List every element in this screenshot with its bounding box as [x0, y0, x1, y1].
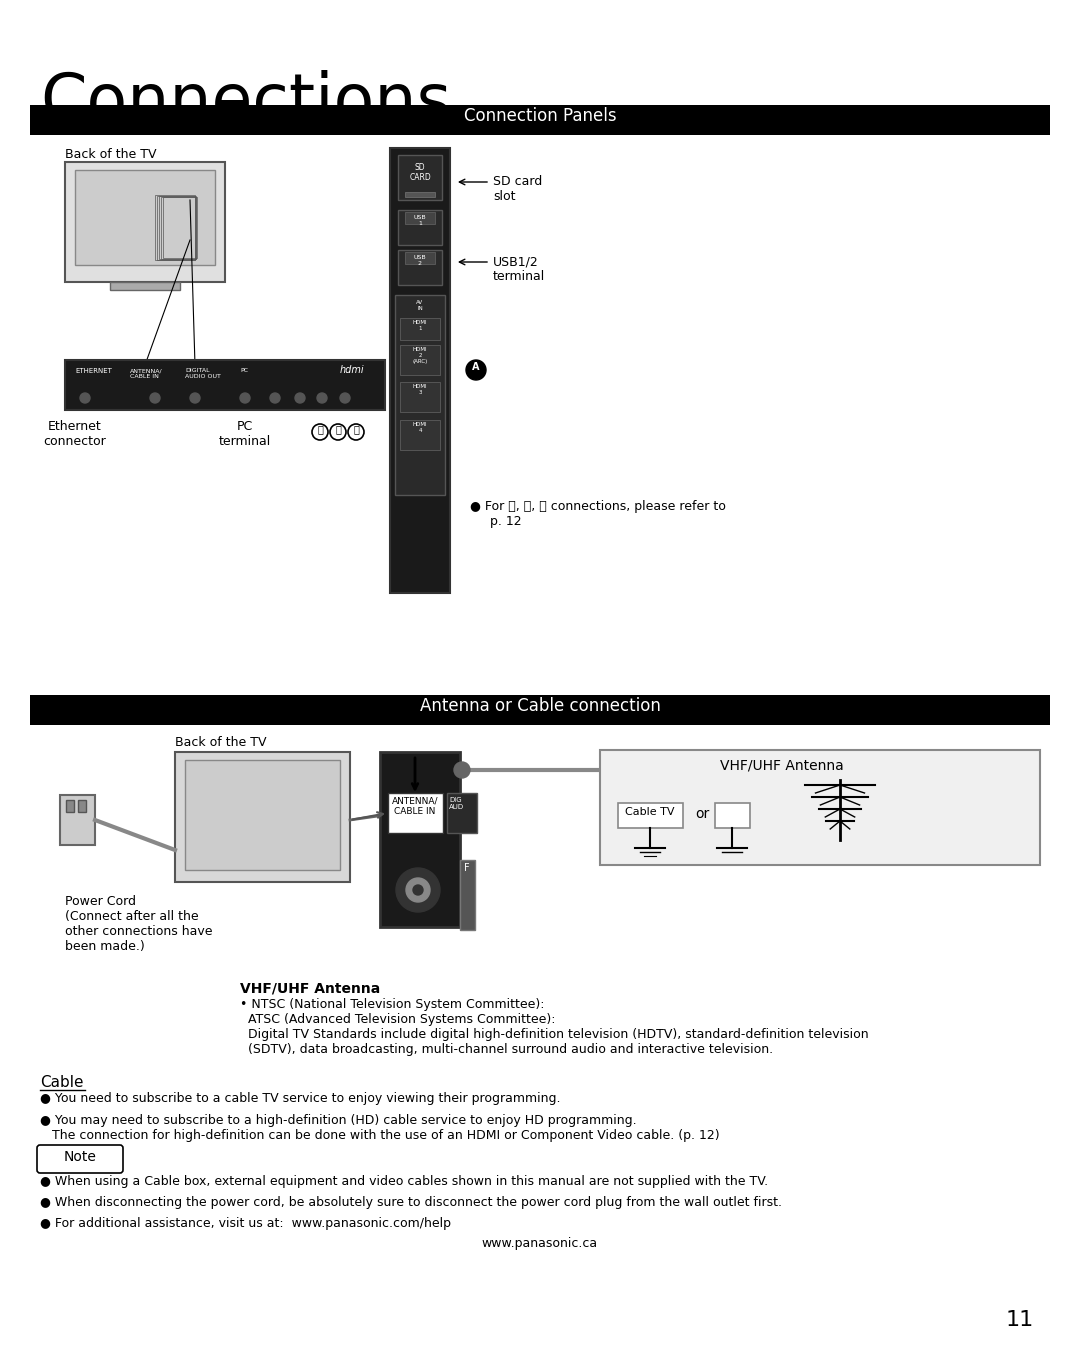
Text: hdmi: hdmi — [340, 364, 365, 375]
Text: ● You may need to subscribe to a high-definition (HD) cable service to enjoy HD : ● You may need to subscribe to a high-de… — [40, 1114, 719, 1143]
Bar — [400, 382, 440, 412]
Text: Ⓐ: Ⓐ — [318, 425, 323, 434]
Text: USB
1: USB 1 — [414, 216, 427, 225]
Text: Back of the TV: Back of the TV — [175, 736, 267, 749]
Bar — [30, 105, 1050, 135]
Bar — [380, 752, 460, 927]
Text: ANTENNA/
CABLE IN: ANTENNA/ CABLE IN — [130, 369, 163, 379]
Text: USB
2: USB 2 — [414, 255, 427, 266]
Bar — [30, 695, 1050, 725]
Bar — [60, 794, 95, 845]
Bar — [390, 147, 450, 592]
Text: VHF/UHF Antenna: VHF/UHF Antenna — [720, 758, 843, 773]
Text: PC
terminal: PC terminal — [219, 420, 271, 448]
Bar — [400, 345, 440, 375]
Bar — [185, 760, 340, 870]
Text: Cable TV: Cable TV — [625, 807, 675, 818]
Text: PC: PC — [240, 369, 248, 373]
Circle shape — [454, 762, 470, 778]
Bar — [159, 197, 195, 259]
Bar — [405, 212, 435, 224]
Bar — [618, 803, 683, 829]
Bar — [715, 803, 750, 829]
Text: ● For Ⓐ, Ⓑ, Ⓒ connections, please refer to
     p. 12: ● For Ⓐ, Ⓑ, Ⓒ connections, please refer … — [470, 500, 726, 528]
Text: ● For additional assistance, visit us at:  www.panasonic.com/help: ● For additional assistance, visit us at… — [40, 1218, 451, 1230]
Bar — [161, 197, 197, 259]
Circle shape — [318, 393, 327, 403]
Text: Cable: Cable — [40, 1076, 83, 1091]
Circle shape — [406, 878, 430, 902]
Circle shape — [150, 393, 160, 403]
Text: F: F — [464, 863, 470, 874]
Text: USB1/2
terminal: USB1/2 terminal — [492, 255, 545, 283]
Text: DIGITAL
AUDIO OUT: DIGITAL AUDIO OUT — [185, 369, 221, 379]
Text: HDMI
3: HDMI 3 — [413, 384, 428, 394]
Text: ● When using a Cable box, external equipment and video cables shown in this manu: ● When using a Cable box, external equip… — [40, 1175, 768, 1188]
Text: DIG
AUD: DIG AUD — [449, 797, 464, 809]
Circle shape — [465, 360, 486, 379]
Bar — [110, 283, 180, 289]
Bar — [447, 793, 477, 833]
Text: VHF/UHF Antenna: VHF/UHF Antenna — [240, 981, 380, 996]
Bar — [65, 162, 225, 283]
Circle shape — [396, 868, 440, 912]
Text: Back of the TV: Back of the TV — [65, 147, 157, 161]
Text: SD
CARD: SD CARD — [409, 162, 431, 183]
Bar — [163, 198, 197, 258]
Text: Power Cord
(Connect after all the
other connections have
been made.): Power Cord (Connect after all the other … — [65, 895, 213, 953]
Text: ● You need to subscribe to a cable TV service to enjoy viewing their programming: ● You need to subscribe to a cable TV se… — [40, 1092, 561, 1106]
Text: ● When disconnecting the power cord, be absolutely sure to disconnect the power : ● When disconnecting the power cord, be … — [40, 1196, 782, 1209]
Bar — [388, 793, 443, 833]
Bar — [400, 318, 440, 340]
Bar — [405, 192, 435, 197]
Circle shape — [348, 425, 364, 440]
Bar — [66, 800, 75, 812]
Text: • NTSC (National Television System Committee):
  ATSC (Advanced Television Syste: • NTSC (National Television System Commi… — [240, 998, 868, 1057]
Text: 11: 11 — [1005, 1310, 1035, 1330]
Bar — [460, 860, 475, 930]
Circle shape — [270, 393, 280, 403]
Circle shape — [312, 425, 328, 440]
Text: HDMI
2
(ARC): HDMI 2 (ARC) — [413, 347, 428, 363]
Bar — [75, 171, 215, 265]
Circle shape — [340, 393, 350, 403]
Text: HDMI
1: HDMI 1 — [413, 319, 428, 330]
Text: Connections: Connections — [40, 70, 451, 136]
Text: ANTENNA/
CABLE IN: ANTENNA/ CABLE IN — [392, 797, 438, 816]
Bar — [600, 749, 1040, 865]
Bar — [399, 250, 442, 285]
Circle shape — [190, 393, 200, 403]
Bar — [400, 420, 440, 450]
Text: AV
IN: AV IN — [417, 300, 423, 311]
Bar — [157, 195, 195, 259]
Text: www.panasonic.ca: www.panasonic.ca — [482, 1237, 598, 1250]
Bar — [156, 195, 195, 259]
Bar — [395, 295, 445, 495]
Circle shape — [240, 393, 249, 403]
Bar — [175, 752, 350, 882]
Text: A: A — [472, 362, 480, 373]
Text: HDMI
4: HDMI 4 — [413, 422, 428, 433]
Bar — [399, 210, 442, 244]
Text: or: or — [696, 807, 710, 820]
FancyBboxPatch shape — [37, 1145, 123, 1173]
Text: SD card
slot: SD card slot — [492, 175, 542, 203]
Bar — [65, 360, 384, 410]
Bar — [405, 253, 435, 263]
Text: Antenna or Cable connection: Antenna or Cable connection — [419, 698, 661, 715]
Circle shape — [413, 885, 423, 895]
Circle shape — [330, 425, 346, 440]
Text: Connection Panels: Connection Panels — [463, 106, 617, 126]
Text: Note: Note — [64, 1149, 96, 1164]
Bar — [399, 156, 442, 201]
Circle shape — [295, 393, 305, 403]
Bar — [78, 800, 86, 812]
Text: Ⓒ: Ⓒ — [353, 425, 359, 434]
Text: Ⓑ: Ⓑ — [335, 425, 341, 434]
Text: ETHERNET: ETHERNET — [75, 369, 112, 374]
Circle shape — [80, 393, 90, 403]
Text: Ethernet
connector: Ethernet connector — [43, 420, 106, 448]
